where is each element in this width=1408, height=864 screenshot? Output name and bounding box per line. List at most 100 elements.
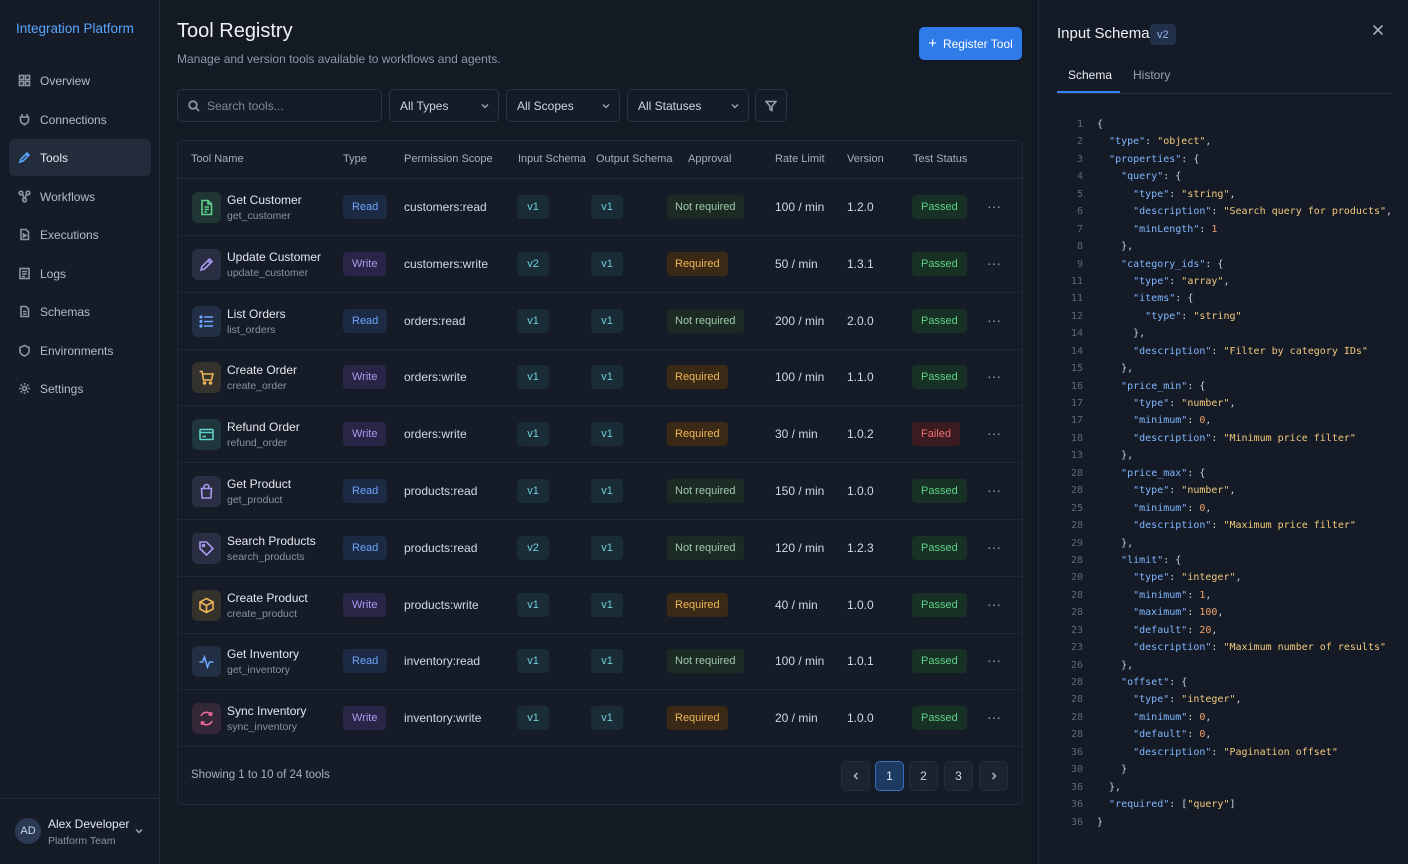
sidebar-item-tools[interactable]: Tools [9, 139, 151, 176]
output-schema-badge[interactable]: v1 [591, 592, 623, 617]
close-icon[interactable] [1372, 24, 1384, 36]
schema-code-view[interactable]: 1{2 "type": "object", 3 "properties": {4 … [1057, 116, 1397, 831]
sidebar-item-overview[interactable]: Overview [9, 62, 151, 99]
table-row[interactable]: Get Inventory get_inventory Read inventory:… [178, 633, 1022, 691]
test-status-badge: Passed [912, 535, 967, 560]
column-header[interactable]: Test Status [913, 153, 968, 165]
table-row[interactable]: Refund Order refund_order Write orders:writ… [178, 406, 1022, 464]
sidebar-item-schemas[interactable]: Schemas [9, 293, 151, 330]
approval-badge: Not required [667, 195, 744, 219]
output-schema-badge[interactable]: v1 [591, 479, 623, 503]
avatar[interactable]: AD [15, 818, 41, 844]
more-actions-icon[interactable]: ··· [987, 709, 1001, 726]
sidebar-item-environments[interactable]: Environments [9, 332, 151, 369]
input-schema-badge[interactable]: v1 [517, 592, 549, 617]
output-schema-badge[interactable]: v1 [591, 251, 623, 276]
output-schema-badge[interactable]: v1 [591, 649, 623, 674]
tool-name[interactable]: Update Customer [227, 249, 322, 264]
table-row[interactable]: Search Products search_products Read produc… [178, 520, 1022, 577]
output-schema-badge[interactable]: v1 [591, 195, 623, 219]
more-actions-icon[interactable]: ··· [987, 198, 1001, 214]
input-schema-badge[interactable]: v1 [517, 308, 549, 333]
tool-name[interactable]: Search Products [227, 533, 316, 548]
tool-name[interactable]: List Orders [227, 306, 286, 321]
chevron-down-icon[interactable] [134, 826, 144, 836]
filter-button[interactable] [755, 89, 787, 122]
page-button-2[interactable]: 2 [909, 761, 938, 791]
table-row[interactable]: Sync Inventory sync_inventory Write invento… [178, 690, 1022, 748]
tool-name[interactable]: Create Order [227, 363, 298, 378]
code-line: 4 "query": { [1057, 168, 1397, 185]
page-button-3[interactable]: 3 [944, 761, 973, 791]
input-schema-badge[interactable]: v1 [517, 365, 549, 390]
column-header[interactable]: Approval [688, 153, 732, 165]
tab-history[interactable]: History [1133, 68, 1171, 82]
table-row[interactable]: Create Product create_product Write product… [178, 577, 1022, 634]
table-row[interactable]: Get Product get_product Read products:read v… [178, 463, 1022, 520]
sidebar-item-workflows[interactable]: Workflows [9, 178, 151, 215]
output-schema-badge[interactable]: v1 [591, 422, 623, 447]
tool-name[interactable]: Create Product [227, 590, 308, 605]
search-input[interactable] [207, 98, 367, 113]
column-header[interactable]: Type [343, 153, 367, 165]
table-row[interactable]: List Orders list_orders Read orders:read v1 v… [178, 293, 1022, 350]
page-subtitle: Manage and version tools available to wo… [177, 52, 501, 66]
table-row[interactable]: Get Customer get_customer Read customers:re… [178, 179, 1022, 236]
search-box[interactable] [177, 89, 382, 122]
column-header[interactable]: Permission Scope [404, 153, 493, 165]
more-actions-icon[interactable]: ··· [987, 368, 1001, 385]
more-actions-icon[interactable]: ··· [987, 538, 1001, 555]
tool-name[interactable]: Get Product [227, 477, 292, 491]
input-schema-badge[interactable]: v2 [517, 251, 549, 276]
line-number: 36 [1070, 781, 1083, 793]
table-row[interactable]: Update Customer update_customer Write custo… [178, 236, 1022, 293]
rate-limit: 200 / min [775, 313, 825, 328]
test-status-badge: Failed [912, 422, 960, 447]
more-actions-icon[interactable]: ··· [987, 652, 1001, 669]
user-menu[interactable]: AD Alex Developer Platform Team [0, 798, 160, 864]
next-page-button[interactable] [979, 761, 1008, 791]
more-actions-icon[interactable]: ··· [987, 311, 1001, 328]
sidebar-item-executions[interactable]: Executions [9, 216, 151, 253]
tab-schema[interactable]: Schema [1068, 68, 1113, 82]
more-actions-icon[interactable]: ··· [987, 482, 1001, 498]
output-schema-badge[interactable]: v1 [591, 365, 623, 390]
brand-title[interactable]: Integration Platform [16, 21, 134, 36]
page-button-1[interactable]: 1 [875, 761, 904, 791]
code-line: 7 "minLength": 1 [1057, 221, 1397, 238]
type-badge: Write [343, 422, 387, 447]
sidebar-item-settings[interactable]: Settings [9, 370, 151, 407]
column-header[interactable]: Version [847, 153, 884, 165]
register-tool-button[interactable]: + Register Tool [919, 27, 1022, 60]
prev-page-button[interactable] [841, 761, 870, 791]
output-schema-badge[interactable]: v1 [591, 535, 623, 560]
input-schema-badge[interactable]: v1 [517, 195, 549, 219]
column-header[interactable]: Tool Name [191, 153, 244, 165]
column-header[interactable]: Output Schema [596, 153, 673, 165]
sidebar-item-logs[interactable]: Logs [9, 255, 151, 292]
output-schema-badge[interactable]: v1 [591, 706, 623, 731]
more-actions-icon[interactable]: ··· [987, 425, 1001, 442]
status-filter-select[interactable]: All Statuses [627, 89, 749, 122]
more-actions-icon[interactable]: ··· [987, 595, 1001, 612]
scope-filter-select[interactable]: All Scopes [506, 89, 620, 122]
more-actions-icon[interactable]: ··· [987, 254, 1001, 271]
input-schema-badge[interactable]: v1 [517, 422, 549, 447]
sidebar-item-connections[interactable]: Connections [9, 101, 151, 138]
input-schema-badge[interactable]: v1 [517, 479, 549, 503]
column-header[interactable]: Input Schema [518, 153, 586, 165]
type-filter-select[interactable]: All Types [389, 89, 499, 122]
input-schema-badge[interactable]: v1 [517, 649, 549, 674]
code-text: "description": "Pagination offset" [1133, 746, 1338, 758]
input-schema-badge[interactable]: v1 [517, 706, 549, 731]
input-schema-badge[interactable]: v2 [517, 535, 549, 560]
tool-name[interactable]: Refund Order [227, 420, 300, 435]
output-schema-badge[interactable]: v1 [591, 308, 623, 333]
type-badge: Read [343, 479, 388, 503]
column-header[interactable]: Rate Limit [775, 153, 825, 165]
sidebar-item-label: Schemas [40, 304, 91, 319]
tool-name[interactable]: Get Inventory [227, 647, 300, 662]
tool-name[interactable]: Get Customer [227, 193, 302, 207]
table-row[interactable]: Create Order create_order Write orders:writ… [178, 349, 1022, 407]
tool-name[interactable]: Sync Inventory [227, 704, 307, 719]
